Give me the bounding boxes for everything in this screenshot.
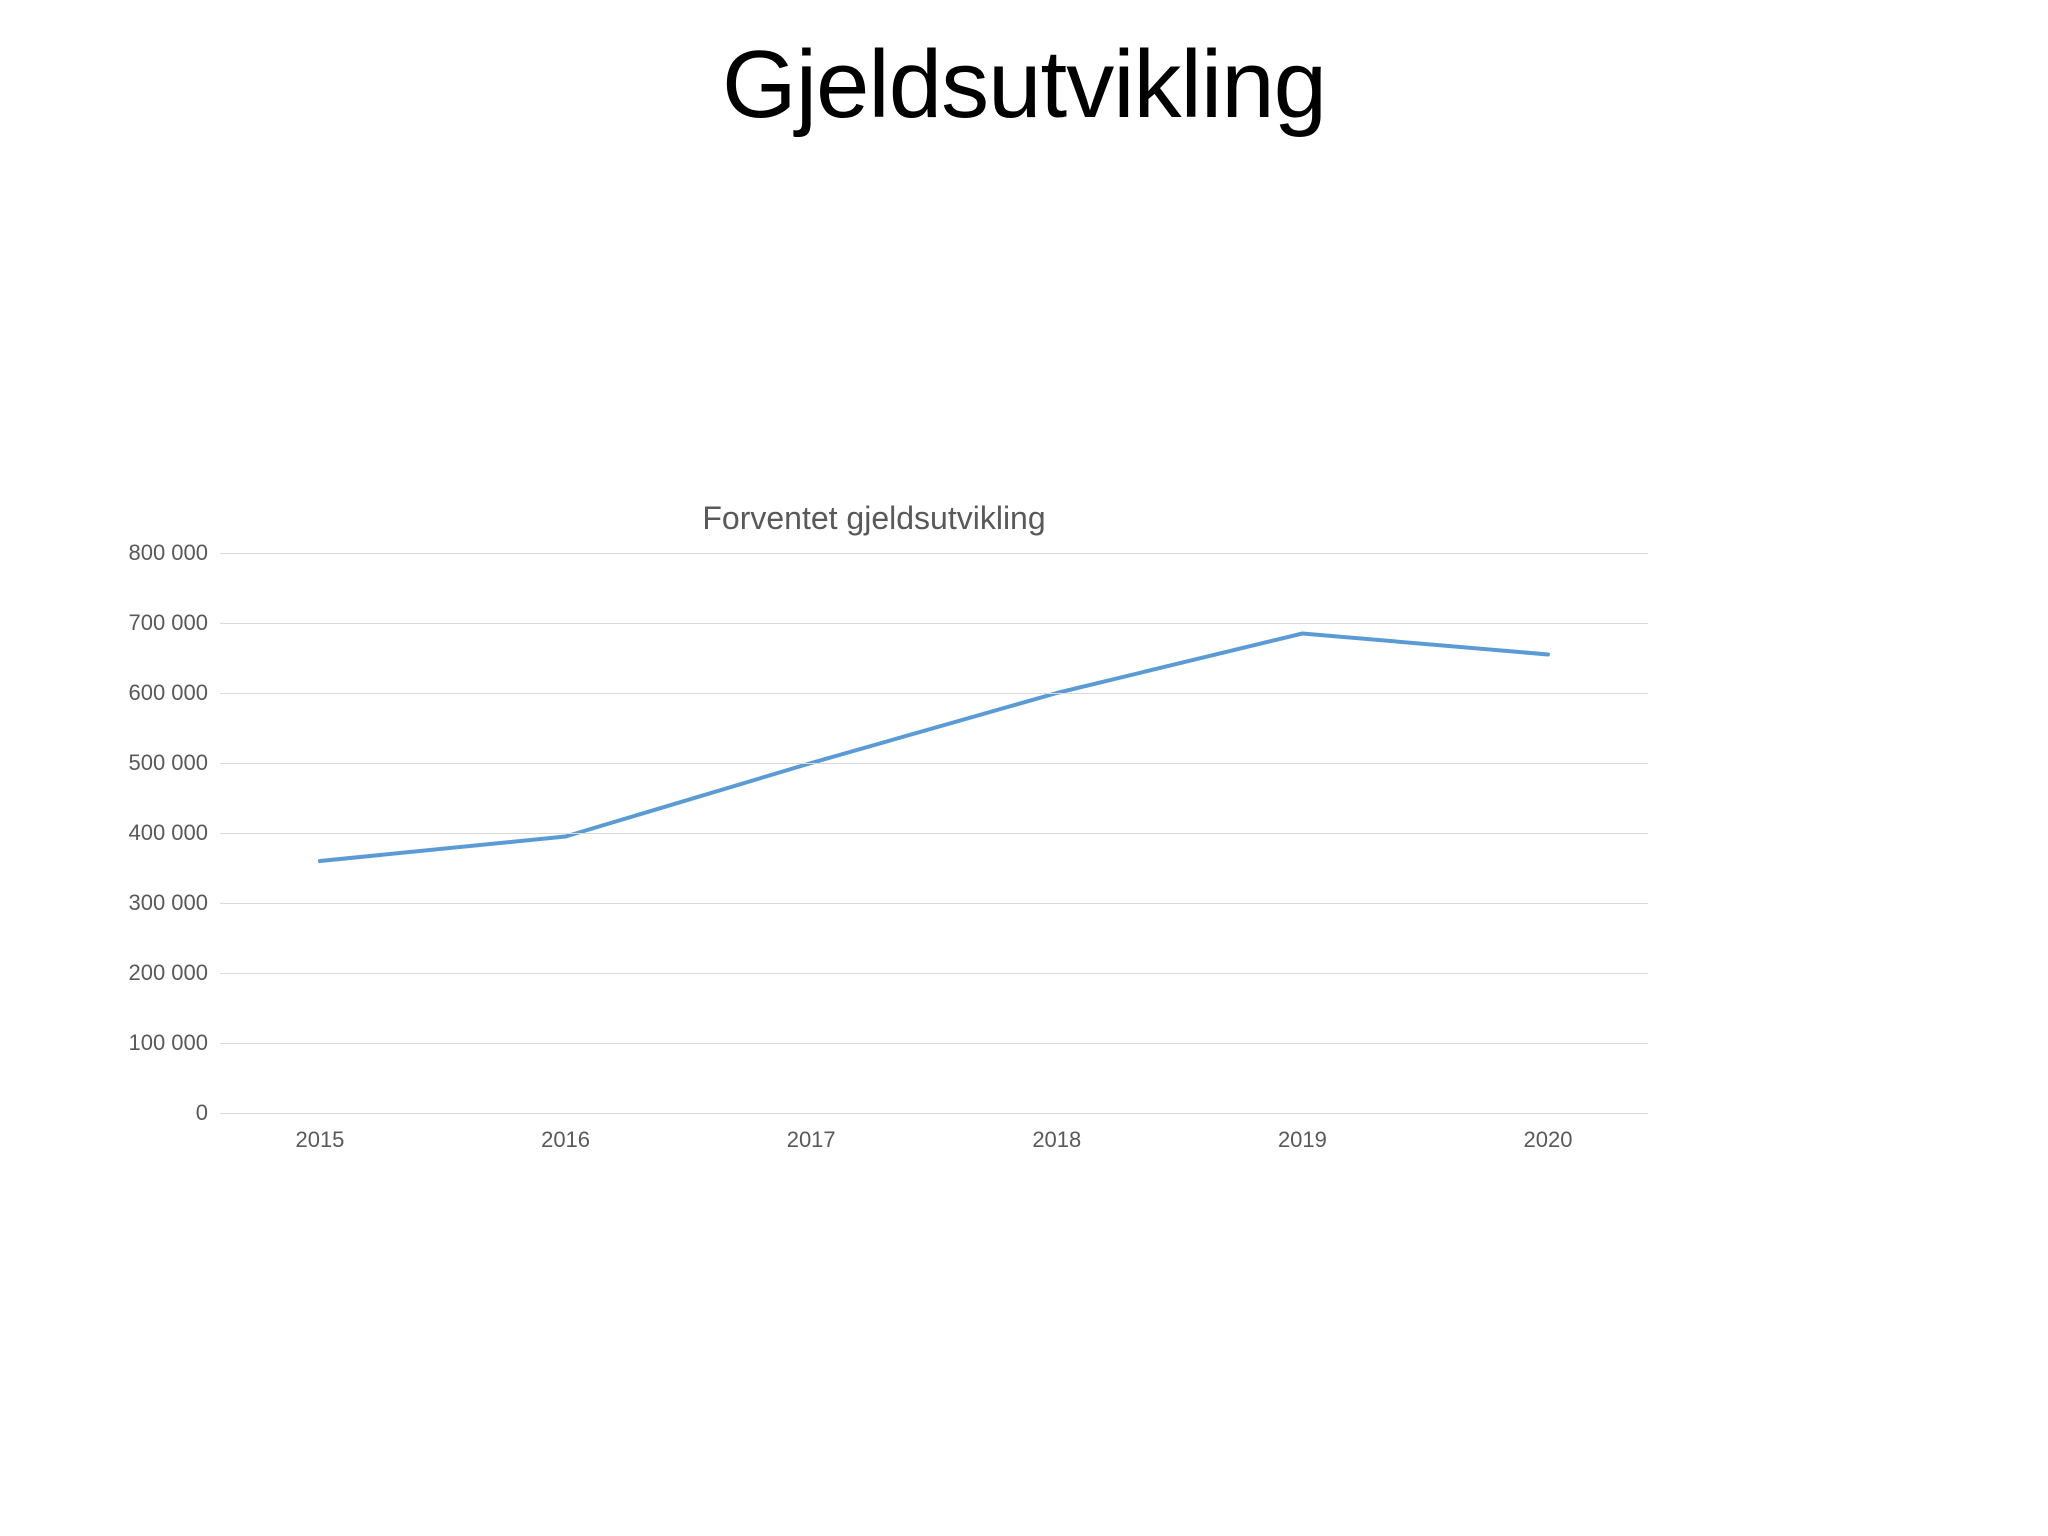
x-axis-labels: 2015 2016 2017 2018 2019 2020 xyxy=(220,1113,1648,1173)
chart-title: Forventet gjeldsutvikling xyxy=(100,500,1648,537)
gridline xyxy=(220,1043,1648,1044)
x-tick-label: 2017 xyxy=(787,1127,836,1153)
plot-row: 0100 000200 000300 000400 000500 000600 … xyxy=(100,553,1648,1113)
data-line xyxy=(320,634,1548,862)
gridline xyxy=(220,693,1648,694)
y-tick-label: 0 xyxy=(196,1100,208,1126)
y-tick-label: 200 000 xyxy=(128,960,208,986)
y-tick-label: 100 000 xyxy=(128,1030,208,1056)
x-tick-label: 2019 xyxy=(1278,1127,1327,1153)
page: Gjeldsutvikling Forventet gjeldsutviklin… xyxy=(0,0,2048,1536)
y-tick-label: 500 000 xyxy=(128,750,208,776)
page-title: Gjeldsutvikling xyxy=(0,30,2048,140)
y-tick-label: 600 000 xyxy=(128,680,208,706)
gridline xyxy=(220,763,1648,764)
gridline xyxy=(220,553,1648,554)
gridline xyxy=(220,623,1648,624)
y-tick-label: 800 000 xyxy=(128,540,208,566)
gridline xyxy=(220,973,1648,974)
y-tick-label: 700 000 xyxy=(128,610,208,636)
x-tick-label: 2018 xyxy=(1032,1127,1081,1153)
x-tick-label: 2016 xyxy=(541,1127,590,1153)
x-tick-label: 2020 xyxy=(1524,1127,1573,1153)
y-tick-label: 400 000 xyxy=(128,820,208,846)
gridline xyxy=(220,833,1648,834)
gridline xyxy=(220,903,1648,904)
x-tick-label: 2015 xyxy=(295,1127,344,1153)
y-axis-labels: 0100 000200 000300 000400 000500 000600 … xyxy=(100,553,220,1113)
y-tick-label: 300 000 xyxy=(128,890,208,916)
plot-area xyxy=(220,553,1648,1113)
chart-container: Forventet gjeldsutvikling 0 100 000 200 00… xyxy=(100,500,1648,1200)
